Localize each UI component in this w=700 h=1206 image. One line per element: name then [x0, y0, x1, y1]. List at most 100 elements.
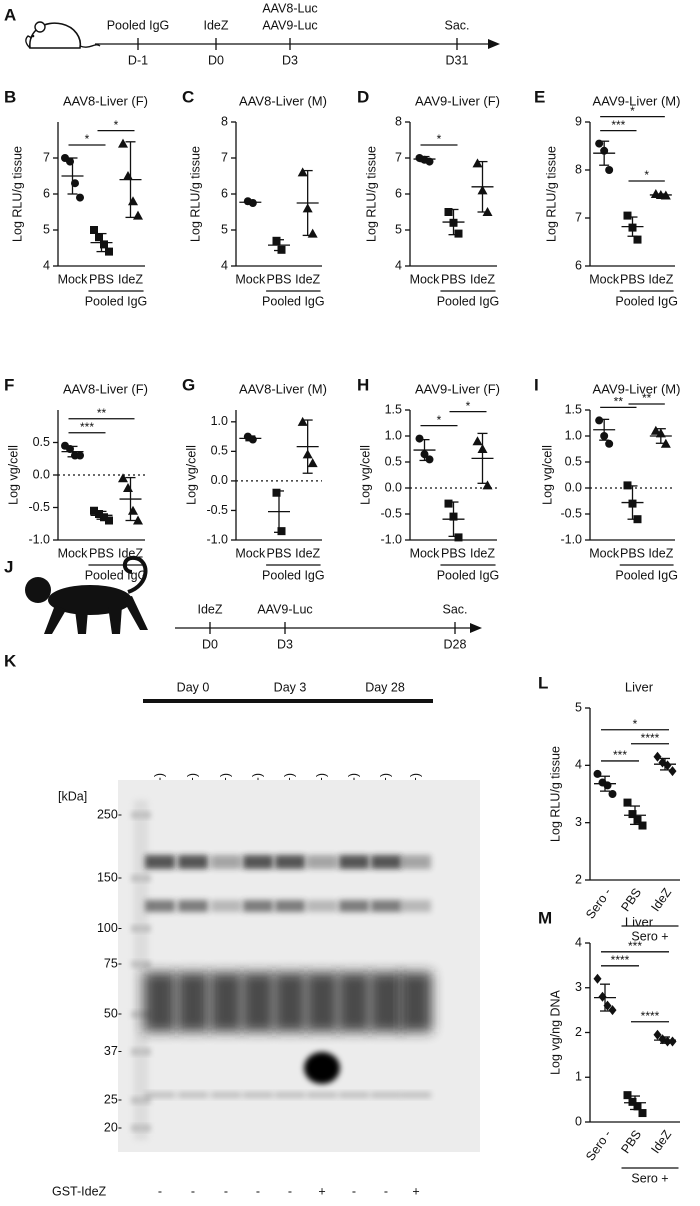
chart-title: AAV8-Liver (F) — [63, 381, 148, 396]
y-tick-label: -0.5 — [206, 503, 228, 517]
band — [178, 1092, 208, 1098]
x-tick-label: IdeZ — [648, 546, 673, 560]
event-label: IdeZ — [203, 18, 228, 32]
y-tick-label: -0.5 — [560, 506, 582, 520]
error-bar — [125, 141, 136, 219]
error-bar — [660, 1036, 670, 1044]
panel-letter: D — [357, 87, 369, 106]
y-tick-label: 0.0 — [565, 480, 582, 494]
point — [605, 439, 614, 448]
timeline-arrow — [470, 623, 482, 633]
band — [307, 900, 337, 912]
y-tick-label: -0.5 — [380, 506, 402, 520]
error-bar — [96, 510, 107, 520]
chart-title: AAV9-Liver (F) — [415, 381, 500, 396]
significance-label: ** — [614, 395, 624, 409]
point — [123, 171, 133, 180]
y-tick-label: 5 — [575, 700, 582, 714]
band — [210, 972, 242, 1032]
point — [605, 166, 614, 174]
x-tick-label: Mock — [410, 272, 441, 286]
error-bar — [67, 157, 78, 195]
x-tick-label: PBS — [441, 272, 466, 286]
x-tick-label: Sero - — [583, 886, 614, 922]
y-axis-label: Log RLU/g tissue — [548, 746, 562, 842]
y-tick-label: -1.0 — [560, 532, 582, 546]
row-value: - — [256, 1184, 260, 1198]
x-tick-label: IdeZ — [648, 885, 674, 914]
point — [472, 158, 483, 168]
y-tick-label: -1.0 — [206, 532, 228, 546]
error-bar — [630, 805, 640, 826]
point — [128, 196, 138, 206]
point — [454, 229, 463, 238]
event-label: Pooled IgG — [107, 18, 170, 32]
error-bar — [245, 199, 256, 205]
error-bar — [245, 435, 256, 442]
significance-label: *** — [613, 748, 627, 762]
panel-letter: L — [538, 673, 548, 692]
y-axis-label: Log vg/cell — [540, 445, 554, 505]
error-bar — [67, 445, 78, 458]
panel-letter: E — [534, 87, 545, 106]
band — [339, 855, 369, 869]
point — [128, 505, 138, 515]
x-tick-label: IdeZ — [470, 546, 495, 560]
blot-membrane — [118, 780, 480, 1152]
y-tick-label: 0.5 — [211, 444, 228, 458]
x-tick-label: PBS — [618, 886, 644, 915]
significance-label: ** — [642, 391, 652, 405]
point — [118, 473, 128, 483]
marker-label: 50- — [104, 1007, 122, 1021]
point — [425, 455, 434, 464]
error-bar — [627, 216, 638, 237]
y-tick-label: 1.5 — [385, 402, 402, 416]
band — [243, 855, 273, 869]
y-tick-label: 6 — [43, 186, 50, 200]
chart-title: AAV9-Liver (M) — [593, 93, 681, 108]
point — [415, 434, 424, 443]
y-axis-label: Log RLU/g tissue — [544, 146, 558, 242]
y-tick-label: 1.0 — [385, 428, 402, 442]
point — [668, 1036, 677, 1047]
x-tick-label: Mock — [589, 546, 620, 560]
x-tick-label: Sero - — [583, 1128, 614, 1164]
band — [370, 972, 402, 1032]
x-tick-label: PBS — [89, 272, 114, 286]
marker-label: 75- — [104, 956, 122, 970]
chart-title: Liver — [625, 914, 654, 929]
significance-label: *** — [628, 939, 642, 953]
y-tick-label: 2 — [575, 872, 582, 886]
band — [145, 855, 175, 869]
y-tick-label: 0 — [575, 1114, 582, 1128]
error-bar — [630, 1095, 640, 1111]
point — [272, 236, 281, 245]
point — [633, 815, 642, 824]
y-tick-label: 0.0 — [211, 473, 228, 487]
error-bar — [448, 501, 459, 538]
error-bar — [627, 485, 638, 520]
error-bar — [660, 757, 670, 771]
y-tick-label: 7 — [221, 150, 228, 164]
x-tick-label: Mock — [589, 272, 620, 286]
panel-letter: F — [4, 375, 14, 394]
error-bar — [477, 432, 488, 484]
point — [297, 416, 308, 426]
panel-letter: J — [4, 557, 13, 576]
x-tick-label: IdeZ — [648, 1127, 674, 1156]
point — [472, 436, 483, 446]
event-label: Sac. — [444, 18, 469, 32]
band — [242, 972, 274, 1032]
row-value: - — [191, 1184, 195, 1198]
point — [100, 513, 108, 522]
y-axis-label: Log vg/cell — [358, 445, 372, 505]
band — [274, 972, 306, 1032]
y-tick-label: 7 — [43, 150, 50, 164]
x-tick-label: IdeZ — [295, 546, 320, 560]
y-tick-label: 8 — [575, 162, 582, 176]
panel-letter: H — [357, 375, 369, 394]
y-tick-label: 1.0 — [565, 428, 582, 442]
point — [76, 193, 84, 202]
y-tick-label: 7 — [395, 150, 402, 164]
event-label: AAV9-Luc — [257, 602, 312, 616]
